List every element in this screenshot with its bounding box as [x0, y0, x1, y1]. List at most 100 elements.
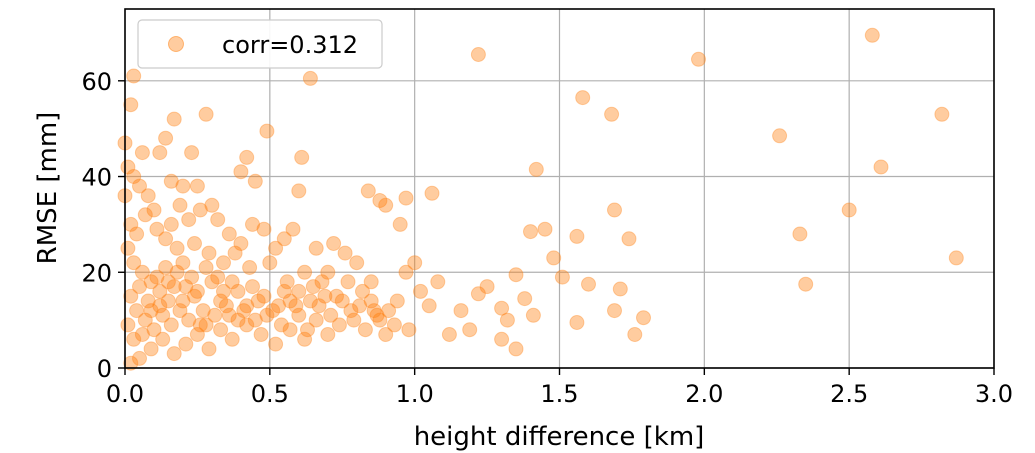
scatter-point	[204, 197, 220, 213]
scatter-point	[155, 307, 171, 323]
scatter-point	[218, 298, 234, 314]
scatter-point	[363, 293, 379, 309]
scatter-point	[149, 269, 165, 285]
scatter-point	[441, 327, 457, 342]
legend-label: corr=0.312	[222, 31, 358, 59]
scatter-point	[352, 298, 368, 314]
scatter-point	[508, 341, 524, 357]
x-axis-ticks: 0.0 0.5 1.0 1.5 2.0 2.5 3.0	[106, 368, 1013, 408]
scatter-point	[155, 331, 171, 347]
scatter-point	[355, 283, 370, 299]
scatter-point	[841, 202, 857, 218]
scatter-point	[140, 188, 156, 204]
scatter-point	[331, 317, 347, 333]
scatter-point	[172, 197, 188, 213]
scatter-point	[320, 327, 336, 342]
scatter-point	[453, 303, 469, 319]
scatter-point	[192, 317, 208, 333]
scatter-point	[204, 274, 220, 290]
scatter-point	[314, 274, 330, 290]
scatter-point	[250, 293, 266, 309]
scatter-point	[421, 298, 437, 314]
scatter-point	[189, 283, 205, 299]
scatter-point	[123, 355, 139, 371]
scatter-point	[192, 202, 208, 218]
scatter-point	[320, 264, 336, 280]
y-tick-label: 60	[81, 68, 112, 96]
scatter-point	[479, 279, 495, 295]
y-axis-label: RMSE [mm]	[33, 112, 63, 265]
scatter-point	[143, 274, 159, 290]
scatter-point	[149, 221, 165, 237]
scatter-point	[247, 312, 263, 328]
scatter-point	[189, 327, 205, 342]
scatter-point	[329, 288, 344, 304]
scatter-point	[198, 317, 214, 333]
scatter-point	[123, 288, 139, 304]
scatter-point	[265, 303, 281, 319]
scatter-point	[948, 250, 964, 266]
scatter-point	[525, 307, 541, 323]
scatter-point	[233, 236, 249, 251]
scatter-point	[873, 159, 889, 175]
scatter-point	[581, 276, 596, 292]
scatter-point	[189, 178, 205, 194]
x-tick-label: 1.0	[396, 380, 434, 408]
scatter-point	[239, 149, 255, 165]
x-tick-label: 3.0	[975, 380, 1013, 408]
x-axis-label: height difference [km]	[414, 422, 705, 452]
scatter-point	[143, 303, 159, 319]
scatter-point	[386, 317, 402, 333]
scatter-point	[184, 145, 200, 161]
scatter-point	[120, 159, 136, 175]
scatter-point	[381, 303, 397, 319]
scatter-point	[276, 283, 292, 299]
scatter-point	[187, 236, 202, 251]
x-tick-label: 2.5	[830, 380, 868, 408]
scatter-point	[282, 293, 298, 309]
scatter-point	[430, 274, 446, 290]
scatter-point	[508, 267, 524, 283]
scatter-point	[160, 274, 176, 290]
scatter-point	[213, 322, 229, 338]
scatter-point	[268, 240, 284, 256]
scatter-point	[424, 185, 440, 201]
scatter-point	[546, 250, 562, 266]
scatter-point	[285, 221, 301, 237]
scatter-point	[224, 274, 240, 290]
scatter-point	[302, 293, 318, 309]
scatter-point	[372, 193, 388, 208]
scatter-point	[268, 336, 284, 352]
scatter-point	[132, 279, 147, 295]
scatter-point	[607, 202, 622, 218]
scatter-point	[305, 279, 321, 295]
scatter-point	[308, 240, 324, 256]
scatter-point	[291, 183, 307, 199]
scatter-point	[172, 303, 188, 319]
scatter-point	[195, 303, 211, 319]
scatter-point	[152, 145, 168, 161]
scatter-point	[256, 221, 272, 237]
scatter-point	[163, 173, 179, 189]
scatter-point	[126, 169, 142, 184]
scatter-point	[499, 312, 515, 328]
scatter-point	[392, 216, 408, 232]
scatter-point	[470, 47, 486, 62]
scatter-point	[146, 202, 162, 218]
scatter-point	[178, 336, 194, 352]
legend-marker	[168, 36, 184, 52]
scatter-point	[137, 207, 153, 223]
y-tick-label: 20	[81, 259, 112, 287]
scatter-point	[282, 322, 298, 338]
scatter-point	[146, 322, 162, 338]
scatter-point	[297, 331, 313, 347]
scatter-point	[311, 298, 327, 314]
scatter-point	[163, 317, 179, 333]
scatter-point	[239, 298, 255, 314]
scatter-point	[273, 317, 289, 333]
scatter-point	[792, 226, 808, 242]
scatter-point	[288, 298, 304, 314]
scatter-point	[152, 298, 168, 314]
legend-box	[137, 19, 383, 69]
